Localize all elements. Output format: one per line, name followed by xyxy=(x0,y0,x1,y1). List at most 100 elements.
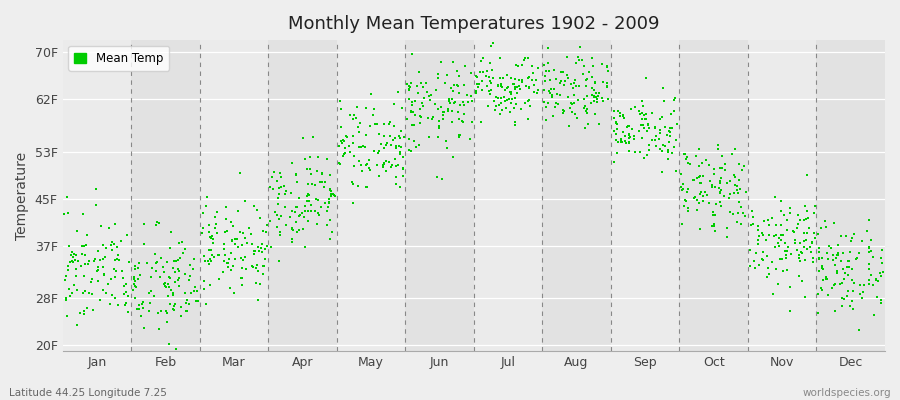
Point xyxy=(94,223,108,230)
Point xyxy=(230,244,245,250)
Point xyxy=(407,122,421,128)
Point xyxy=(196,252,211,259)
Point xyxy=(508,122,523,128)
Point xyxy=(545,94,560,100)
Point xyxy=(713,180,727,186)
Point xyxy=(577,96,591,103)
Point xyxy=(641,122,655,128)
Point xyxy=(622,135,636,142)
Point xyxy=(406,109,420,116)
Point xyxy=(404,80,419,86)
Point xyxy=(255,241,269,248)
Point xyxy=(389,174,403,180)
Point xyxy=(493,54,508,61)
Point xyxy=(571,115,585,121)
Point xyxy=(199,203,213,209)
Point xyxy=(497,94,511,100)
Point xyxy=(567,100,581,106)
Point xyxy=(122,259,136,265)
Point xyxy=(338,133,353,140)
Point xyxy=(590,89,604,96)
Point xyxy=(184,290,198,296)
Point xyxy=(178,308,193,314)
Point xyxy=(599,62,614,69)
Point xyxy=(864,272,878,278)
Point xyxy=(78,242,93,248)
Point xyxy=(402,96,417,102)
Point xyxy=(776,232,790,238)
Point xyxy=(235,281,249,288)
Point xyxy=(298,156,312,163)
Point xyxy=(210,230,224,236)
Point xyxy=(161,281,176,288)
Point xyxy=(569,83,583,90)
Point xyxy=(791,221,806,227)
Point xyxy=(835,265,850,272)
Point xyxy=(833,258,848,265)
Point xyxy=(446,118,460,125)
Point xyxy=(177,271,192,278)
Point xyxy=(167,279,182,285)
Point xyxy=(581,69,596,75)
Point xyxy=(522,84,536,91)
Point xyxy=(688,195,702,201)
Point xyxy=(614,138,628,144)
Point xyxy=(167,269,182,275)
Point xyxy=(789,247,804,254)
Point xyxy=(508,84,523,90)
Point xyxy=(748,264,762,271)
Point xyxy=(778,252,793,259)
Point xyxy=(746,221,760,227)
Point xyxy=(304,181,319,187)
Point xyxy=(436,109,450,115)
Point xyxy=(692,162,706,169)
Point xyxy=(623,134,637,140)
Point xyxy=(257,245,272,252)
Point xyxy=(166,290,180,296)
Point xyxy=(159,284,174,290)
Point xyxy=(537,78,552,84)
Point xyxy=(616,128,630,135)
Point xyxy=(720,180,734,187)
Point xyxy=(273,228,287,235)
Point xyxy=(126,286,140,293)
Point xyxy=(637,112,652,118)
Point xyxy=(663,125,678,131)
Point xyxy=(482,88,497,94)
Point xyxy=(199,300,213,307)
Point xyxy=(780,217,795,223)
Point xyxy=(526,70,541,76)
Point xyxy=(411,69,426,75)
Point xyxy=(860,228,874,234)
Point xyxy=(379,168,393,174)
Point xyxy=(301,208,315,214)
Point xyxy=(359,161,374,167)
Point xyxy=(113,238,128,244)
Point xyxy=(869,277,884,284)
Point xyxy=(843,238,858,244)
Point xyxy=(620,124,634,130)
Point xyxy=(451,108,465,115)
Point xyxy=(333,123,347,130)
Point xyxy=(401,86,416,93)
Point xyxy=(121,309,135,315)
Point xyxy=(793,258,807,264)
Point xyxy=(91,278,105,284)
Point xyxy=(832,252,846,258)
Point xyxy=(425,116,439,122)
Point xyxy=(137,241,151,247)
Point xyxy=(724,151,739,157)
Point xyxy=(819,224,833,230)
Point xyxy=(376,133,391,139)
Point xyxy=(347,163,362,170)
Point xyxy=(789,224,804,231)
Point xyxy=(707,223,722,229)
Point xyxy=(61,286,76,292)
Point xyxy=(393,149,408,156)
Point xyxy=(396,165,410,171)
Point xyxy=(159,319,174,326)
Point xyxy=(140,260,154,266)
Point xyxy=(720,225,734,231)
Bar xyxy=(268,40,337,351)
Point xyxy=(546,86,561,92)
